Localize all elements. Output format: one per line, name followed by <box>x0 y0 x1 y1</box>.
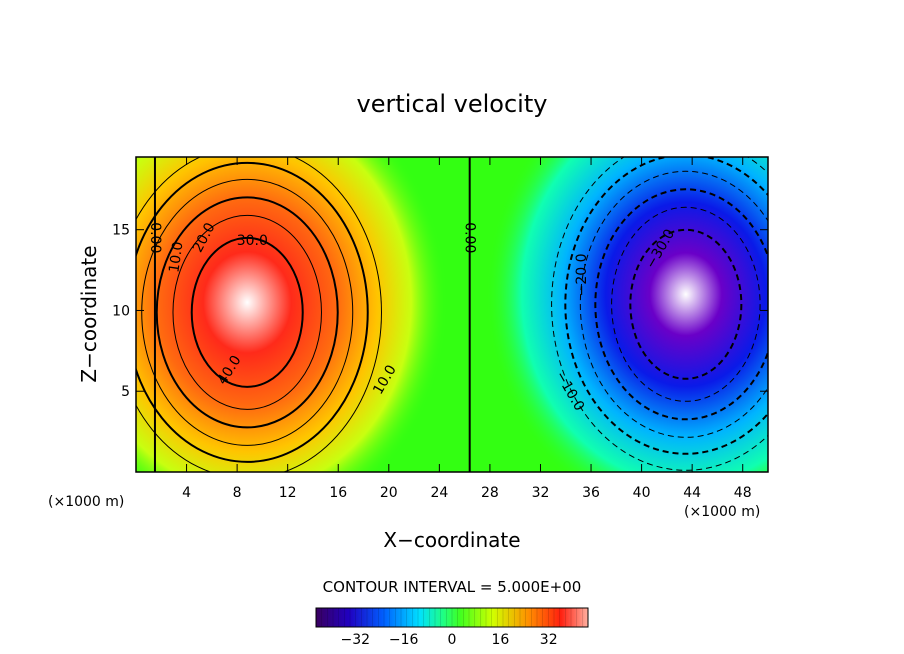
colorbar-tick-label: 0 <box>448 632 457 648</box>
y-tick-label: 10 <box>112 303 130 319</box>
y-axis: 5 10 15 <box>112 223 768 400</box>
x-tick-label: 16 <box>329 485 347 501</box>
updraft-cell <box>136 157 448 472</box>
x-tick-label: 44 <box>683 485 701 501</box>
y-tick-label: 5 <box>121 384 130 400</box>
colorbar-tick-label: −16 <box>389 632 419 648</box>
contour-label: −20.0 <box>574 253 590 296</box>
chart-title: vertical velocity <box>357 90 548 118</box>
contour-line <box>579 170 768 438</box>
x-tick-label: 28 <box>481 485 499 501</box>
x-tick-label: 24 <box>430 485 448 501</box>
colorbar-tick-label: −32 <box>341 632 371 648</box>
contour-line <box>136 157 382 472</box>
y-axis-label: Z−coordinate <box>77 245 101 382</box>
contour-line <box>564 157 768 455</box>
x-tick-label: 12 <box>279 485 297 501</box>
colorbar-gradient <box>315 607 589 628</box>
x-tick-label: 20 <box>380 485 398 501</box>
contour-label: 0.00 <box>462 222 478 253</box>
x-tick-label: 36 <box>582 485 600 501</box>
x-tick-label: 8 <box>233 485 242 501</box>
colorbar-tick-label: 32 <box>540 632 558 648</box>
contour-label: 10.0 <box>166 241 186 274</box>
contour-label: 30.0 <box>237 233 268 249</box>
x-axis: 4 8 12 16 20 24 28 32 36 40 44 48 <box>182 157 752 501</box>
x-unit-left: (×1000 m) <box>48 494 124 510</box>
x-unit-right: (×1000 m) <box>684 504 760 520</box>
contour-line <box>155 196 339 429</box>
contour-line <box>551 157 768 471</box>
contour-line <box>136 161 369 463</box>
contour-line <box>141 178 354 446</box>
contour-line <box>190 236 304 388</box>
y-tick-label: 15 <box>112 223 130 239</box>
x-tick-label: 32 <box>532 485 550 501</box>
colorbar-tick-label: 16 <box>491 632 509 648</box>
contour-line <box>629 228 743 380</box>
plot-area <box>136 157 768 472</box>
contour-line <box>172 214 322 410</box>
x-tick-label: 48 <box>734 485 752 501</box>
x-tick-label: 4 <box>182 485 191 501</box>
downdraft-cell <box>485 157 768 472</box>
plot-frame <box>135 156 769 473</box>
contour-label: 0.00 <box>147 222 163 253</box>
x-tick-label: 40 <box>633 485 651 501</box>
contour-line <box>611 206 761 402</box>
contour-interval-label: CONTOUR INTERVAL = 5.000E+00 <box>323 578 582 596</box>
colorbar: −32 −16 0 16 32 <box>315 607 589 648</box>
x-axis-label: X−coordinate <box>383 528 520 552</box>
contour-line <box>594 188 768 421</box>
